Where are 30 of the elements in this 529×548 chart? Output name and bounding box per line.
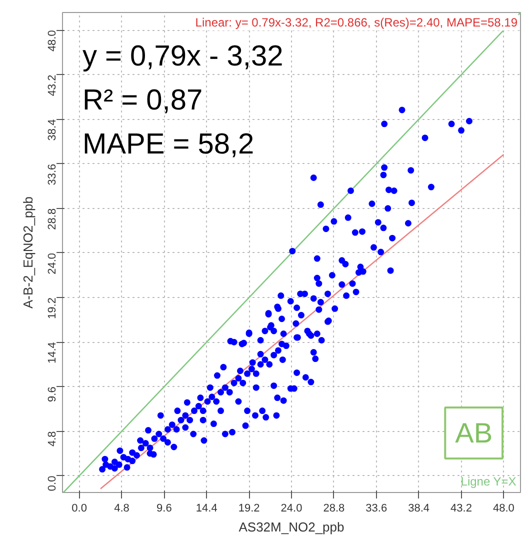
x-tick-label: 48.0: [492, 502, 514, 514]
x-tick-label: 14.4: [196, 502, 218, 514]
annotation: Linear: y= 0.79x-3.32, R2=0.866, s(Res)=2.40, MAPE=58.19: [195, 16, 518, 30]
y-tick-label: 24.0: [46, 252, 58, 274]
y-tick-label: 48.0: [46, 30, 58, 52]
y-tick-label: 9.6: [46, 386, 58, 402]
y-tick-label: 33.6: [46, 164, 58, 186]
y-axis-title: A-B-2_EqNO2_ppb: [20, 196, 36, 309]
x-tick-label: 38.4: [408, 502, 430, 514]
text: Ligne Y=X: [460, 474, 516, 488]
y-tick-label: 0.0: [46, 476, 58, 492]
annotation: R² = 0,87: [82, 84, 203, 116]
x-tick-label: 9.6: [156, 502, 172, 514]
y-tick-label: 28.8: [46, 208, 58, 230]
y-tick-label: 38.4: [46, 119, 58, 141]
x-tick-label: 0.0: [72, 502, 87, 514]
x-tick-label: 43.2: [450, 502, 472, 514]
x-tick-label: 4.8: [114, 502, 130, 514]
x-tick-label: 33.6: [366, 502, 388, 514]
x-tick-label: 19.2: [238, 502, 260, 514]
y-tick-label: 43.2: [46, 74, 58, 96]
y-tick-label: 14.4: [46, 342, 58, 364]
x-axis-title: AS32M_NO2_ppb: [238, 520, 344, 534]
annotation: MAPE = 58,2: [82, 128, 254, 160]
y-tick-label: 19.2: [46, 298, 58, 319]
annotation: AB: [455, 418, 493, 448]
y-tick-label: 4.8: [46, 431, 58, 447]
x-tick-label: 24.0: [280, 502, 302, 514]
annotation: y = 0,79x - 3,32: [82, 40, 284, 72]
x-tick-label: 28.8: [323, 502, 345, 514]
